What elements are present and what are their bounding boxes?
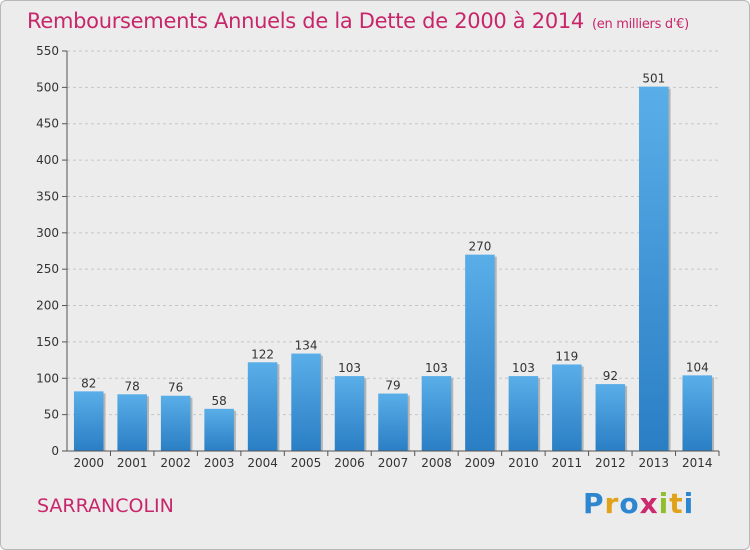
data-label-2001: 78 xyxy=(125,379,140,393)
bar-2008 xyxy=(421,376,452,451)
x-tick-label-2000: 2000 xyxy=(73,456,104,470)
data-label-2008: 103 xyxy=(425,361,448,375)
logo-letter: r xyxy=(604,487,620,520)
data-label-2004: 122 xyxy=(251,347,274,361)
axes: 0 50 100 150 200 250 300 350 400 450 500 550 2000 200… xyxy=(36,44,720,470)
bar-2005 xyxy=(291,353,321,451)
bar-2012 xyxy=(595,384,626,451)
y-tick-label: 100 xyxy=(36,371,59,385)
data-label-2003: 58 xyxy=(211,394,226,408)
data-label-2012: 92 xyxy=(603,369,618,383)
y-tick-label: 350 xyxy=(36,189,59,203)
y-tick-label: 400 xyxy=(36,153,59,167)
data-label-2014: 104 xyxy=(686,360,709,374)
x-tick-label-2007: 2007 xyxy=(378,456,409,470)
data-label-2002: 76 xyxy=(168,381,183,395)
logo-letter: o xyxy=(619,487,640,520)
bar-2006 xyxy=(334,376,365,451)
data-label-2010: 103 xyxy=(512,361,535,375)
bar-2013 xyxy=(639,86,669,452)
logo-letter: x xyxy=(639,487,659,520)
x-tick-label-2004: 2004 xyxy=(247,456,278,470)
bar-2009 xyxy=(465,254,495,451)
y-tick-label: 150 xyxy=(36,335,59,349)
commune-name: SARRANCOLIN xyxy=(37,495,174,517)
y-tick-label: 250 xyxy=(36,262,59,276)
y-tick-label: 300 xyxy=(36,226,59,240)
data-label-2011: 119 xyxy=(555,349,578,363)
y-tick-label: 0 xyxy=(51,444,59,458)
bars: 82 78 76 58 122 134 103 79 103 270 103 119 92 501 104 xyxy=(73,72,715,452)
x-tick-label-2012: 2012 xyxy=(595,456,626,470)
chart-subtitle: (en milliers d'€) xyxy=(592,17,689,32)
x-tick-label-2001: 2001 xyxy=(117,456,148,470)
logo-letter: t xyxy=(669,487,684,520)
bar-2000 xyxy=(73,391,104,451)
bar-2010 xyxy=(508,376,539,451)
x-tick-label-2005: 2005 xyxy=(291,456,322,470)
bar-2001 xyxy=(117,394,147,451)
x-tick-label-2010: 2010 xyxy=(508,456,539,470)
data-label-2006: 103 xyxy=(338,361,361,375)
data-label-2007: 79 xyxy=(385,379,400,393)
x-tick-label-2003: 2003 xyxy=(204,456,235,470)
data-label-2013: 501 xyxy=(642,72,665,86)
chart-title: Remboursements Annuels de la Dette de 20… xyxy=(27,9,689,33)
bar-2002 xyxy=(160,395,191,451)
data-label-2000: 82 xyxy=(81,376,96,390)
x-tick-label-2009: 2009 xyxy=(465,456,496,470)
y-tick-label: 550 xyxy=(36,44,59,58)
data-label-2009: 270 xyxy=(468,240,491,254)
y-tick-label: 50 xyxy=(44,408,59,422)
bar-2004 xyxy=(247,362,278,451)
proxiti-logo: Proxiti xyxy=(583,487,694,520)
bar-2014 xyxy=(682,375,713,451)
bar-2007 xyxy=(378,393,408,451)
chart-title-text: Remboursements Annuels de la Dette de 20… xyxy=(27,9,584,33)
x-tick-label-2006: 2006 xyxy=(334,456,365,470)
x-tick-label-2011: 2011 xyxy=(552,456,583,470)
bar-2003 xyxy=(204,408,234,451)
y-tick-label: 200 xyxy=(36,299,59,313)
x-tick-label-2013: 2013 xyxy=(639,456,670,470)
logo-letter: P xyxy=(583,487,605,520)
bar-2011 xyxy=(552,364,582,451)
data-label-2005: 134 xyxy=(295,339,318,353)
logo-letter: i xyxy=(658,487,670,520)
logo-letter: i xyxy=(683,487,695,520)
y-tick-label: 450 xyxy=(36,117,59,131)
x-tick-label-2008: 2008 xyxy=(421,456,452,470)
x-tick-label-2014: 2014 xyxy=(682,456,713,470)
y-tick-label: 500 xyxy=(36,80,59,94)
x-tick-label-2002: 2002 xyxy=(160,456,191,470)
